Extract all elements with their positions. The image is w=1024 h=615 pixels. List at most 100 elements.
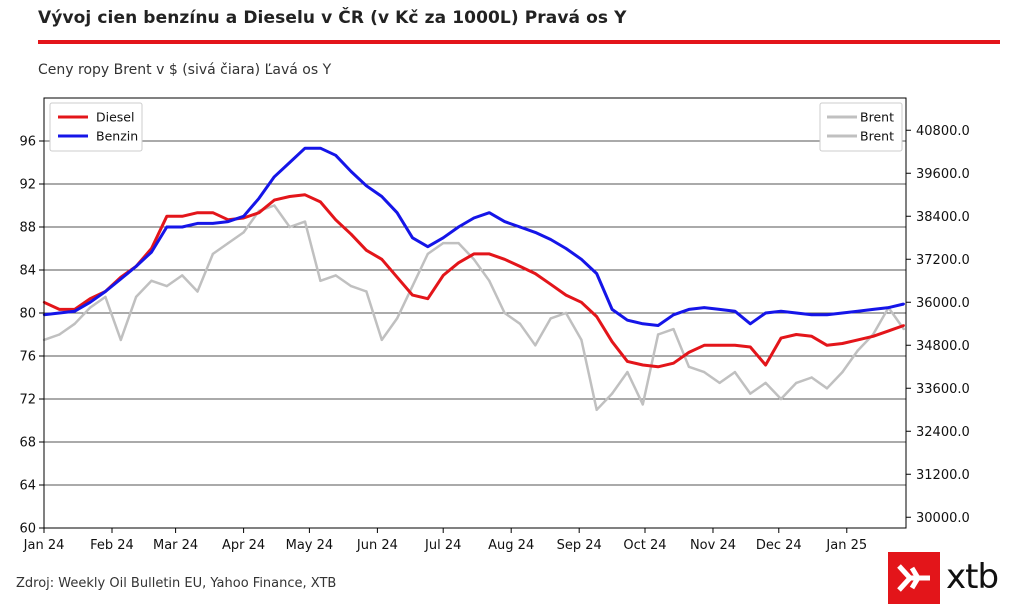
- data-point: [764, 363, 767, 367]
- data-point: [380, 338, 383, 342]
- data-point: [580, 301, 583, 304]
- data-point: [426, 252, 429, 256]
- data-point: [288, 161, 291, 164]
- data-point: [641, 363, 644, 367]
- data-point: [303, 193, 307, 196]
- y-right-tick-label: 34800.0: [916, 339, 970, 354]
- data-point: [871, 335, 875, 338]
- data-point: [687, 351, 691, 354]
- x-tick-label: Aug 24: [488, 538, 534, 553]
- data-point: [488, 211, 491, 214]
- data-point: [181, 215, 184, 218]
- data-point: [795, 333, 798, 336]
- data-point: [227, 220, 230, 223]
- data-point: [73, 322, 76, 325]
- data-point: [411, 236, 414, 239]
- data-point: [672, 362, 675, 365]
- data-point: [395, 317, 399, 320]
- data-point: [88, 301, 92, 304]
- data-point: [887, 329, 890, 333]
- data-point: [626, 319, 629, 322]
- data-point: [349, 284, 353, 288]
- data-point: [365, 184, 368, 187]
- data-point: [303, 220, 307, 223]
- y-right-tick-label: 32400.0: [916, 425, 970, 440]
- chart-subtitle: Ceny ropy Brent v $ (sivá čiara) Ľavá os…: [38, 62, 332, 78]
- data-point: [656, 365, 660, 368]
- data-point: [288, 195, 291, 198]
- data-point: [88, 297, 92, 300]
- data-point: [395, 211, 399, 214]
- y-left-tick-label: 96: [19, 135, 36, 150]
- data-point: [181, 225, 184, 229]
- data-point: [58, 311, 61, 315]
- data-point: [457, 261, 460, 264]
- data-point: [119, 277, 123, 281]
- y-left-tick-label: 80: [19, 307, 36, 322]
- legend-label: Brent: [860, 129, 894, 144]
- data-point: [503, 220, 506, 223]
- data-point: [257, 211, 261, 214]
- data-point: [334, 154, 337, 157]
- data-point: [856, 310, 859, 313]
- data-point: [841, 370, 844, 374]
- legend-label: Diesel: [96, 110, 134, 125]
- data-point: [626, 360, 629, 363]
- data-point: [610, 340, 614, 343]
- y-left-tick-label: 88: [19, 221, 36, 236]
- data-point: [472, 252, 476, 256]
- data-point: [211, 252, 215, 256]
- data-point: [703, 344, 706, 347]
- data-point: [856, 338, 859, 342]
- data-point: [73, 310, 76, 313]
- data-point: [656, 333, 660, 336]
- data-point: [288, 225, 291, 229]
- data-point: [58, 308, 61, 311]
- x-tick-label: Mar 24: [153, 538, 198, 553]
- data-point: [749, 345, 752, 349]
- data-point: [825, 387, 829, 390]
- data-point: [442, 241, 445, 245]
- data-point: [534, 231, 537, 234]
- data-point: [718, 381, 721, 385]
- data-point: [703, 306, 706, 309]
- y-left-tick-label: 68: [19, 436, 36, 451]
- y-right-tick-label: 36000.0: [916, 296, 970, 311]
- data-point: [764, 381, 767, 385]
- data-point: [457, 225, 460, 229]
- data-point: [319, 279, 322, 282]
- x-tick-label: Apr 24: [222, 538, 265, 553]
- data-point: [779, 336, 783, 340]
- legend-layer: Diesel Benzin Brent Brent: [49, 102, 903, 152]
- data-point: [749, 392, 752, 395]
- data-point: [534, 344, 537, 347]
- data-point: [257, 197, 261, 200]
- data-point: [580, 338, 583, 342]
- data-point: [887, 306, 890, 309]
- xtb-logo-text: xtb: [946, 557, 999, 597]
- y-right-tick-label: 38400.0: [916, 210, 970, 225]
- data-point: [703, 370, 706, 374]
- data-point: [595, 272, 598, 275]
- data-point: [549, 238, 552, 241]
- data-point: [564, 293, 568, 297]
- data-point: [610, 308, 614, 311]
- data-point: [273, 198, 276, 202]
- data-point: [104, 295, 107, 299]
- data-point: [518, 225, 522, 229]
- data-point: [242, 231, 245, 234]
- x-tick-label: Sep 24: [557, 538, 602, 553]
- x-tick-label: May 24: [286, 538, 334, 553]
- data-point: [779, 310, 783, 313]
- data-point: [718, 308, 721, 311]
- data-point: [196, 290, 199, 293]
- data-point: [518, 322, 522, 325]
- data-point: [165, 215, 168, 218]
- data-point: [119, 338, 123, 342]
- legend-label: Benzin: [96, 129, 138, 144]
- data-point: [641, 322, 644, 325]
- data-point: [902, 302, 905, 306]
- y-left-tick-label: 92: [19, 178, 36, 193]
- data-point: [518, 265, 522, 268]
- data-point: [349, 233, 353, 236]
